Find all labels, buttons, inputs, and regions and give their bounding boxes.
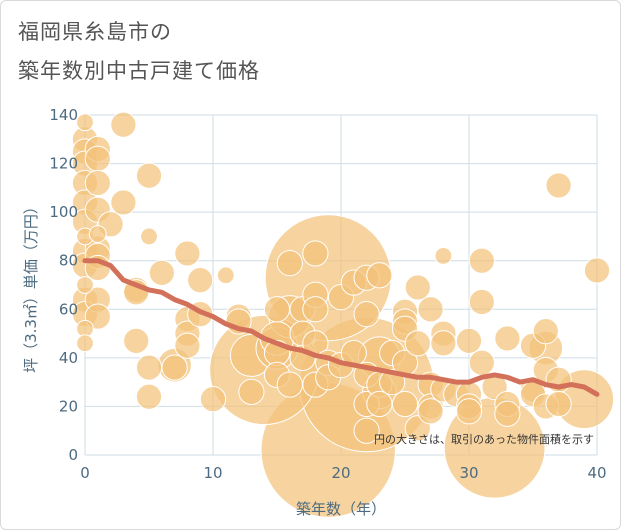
bubble-point bbox=[135, 383, 163, 410]
bubble-point bbox=[263, 296, 291, 323]
y-tick-label: 100 bbox=[49, 203, 78, 221]
bubble-point bbox=[199, 386, 227, 413]
x-tick-label: 10 bbox=[203, 464, 222, 482]
x-axis-label: 築年数（年） bbox=[296, 500, 386, 518]
y-tick-label: 20 bbox=[59, 397, 78, 415]
bubble-point bbox=[468, 349, 495, 376]
y-tick-label: 140 bbox=[49, 106, 78, 124]
x-tick-label: 0 bbox=[80, 464, 90, 482]
bubble-point bbox=[135, 354, 163, 381]
y-tick-label: 120 bbox=[49, 155, 78, 173]
bubble-point bbox=[455, 327, 483, 354]
y-tick-label: 0 bbox=[68, 446, 78, 464]
bubble-point bbox=[302, 296, 329, 323]
bubble-point bbox=[353, 417, 380, 444]
x-tick-label: 40 bbox=[587, 464, 606, 482]
bubble-point bbox=[110, 189, 137, 216]
bubble-point bbox=[468, 247, 495, 274]
bubble-point bbox=[545, 172, 572, 199]
bubble-point bbox=[366, 390, 393, 418]
bubble-point bbox=[84, 145, 111, 172]
bubble-point bbox=[532, 318, 559, 345]
bubble-point bbox=[174, 332, 201, 359]
trend-line bbox=[82, 258, 600, 397]
x-tick-label: 20 bbox=[331, 464, 350, 482]
bubble-point bbox=[238, 378, 265, 405]
bubble-point bbox=[583, 257, 611, 284]
bubble-point bbox=[545, 390, 572, 418]
bubble-point bbox=[434, 246, 453, 265]
bubble-point bbox=[391, 390, 419, 418]
bubble-point bbox=[494, 325, 521, 352]
bubble-point bbox=[216, 266, 235, 285]
bubble-point bbox=[353, 301, 380, 328]
bubble-point bbox=[140, 227, 158, 246]
bubble-size-note: 円の大きさは、取引のあった物件面積を示す bbox=[374, 432, 594, 446]
bubble-point bbox=[430, 330, 457, 357]
chart-title-line2: 築年数別中古戸建て価格 bbox=[18, 59, 260, 83]
bubble-series bbox=[71, 111, 615, 518]
bubble-point bbox=[76, 334, 94, 353]
bubble-point bbox=[417, 398, 444, 425]
y-tick-label: 80 bbox=[59, 252, 78, 270]
bubble-point bbox=[404, 274, 431, 301]
x-tick-label: 30 bbox=[459, 464, 478, 482]
bubble-point bbox=[148, 259, 175, 286]
bubble-point bbox=[110, 111, 137, 138]
y-tick-labels: 0 20 40 60 80 100 120 140 bbox=[49, 106, 78, 464]
bubble-point bbox=[187, 267, 214, 294]
bubble-point bbox=[135, 162, 163, 189]
bubble-point bbox=[404, 330, 431, 357]
y-tick-label: 40 bbox=[59, 349, 78, 367]
bubble-point bbox=[276, 250, 303, 277]
bubble-point bbox=[417, 296, 444, 323]
bubble-point bbox=[276, 371, 303, 398]
bubble-point bbox=[366, 262, 393, 289]
chart-title-line1: 福岡県糸島市の bbox=[18, 20, 172, 44]
bubble-point bbox=[123, 327, 150, 354]
bubble-point bbox=[174, 240, 201, 267]
bubble-point bbox=[88, 225, 107, 243]
bubble-point bbox=[468, 288, 495, 316]
bubble-point bbox=[302, 240, 329, 267]
bubble-point bbox=[455, 398, 483, 425]
x-tick-labels: 0 10 20 30 40 bbox=[80, 464, 606, 482]
bubble-point bbox=[76, 276, 94, 294]
bubble-point bbox=[76, 113, 94, 132]
y-tick-label: 60 bbox=[59, 300, 78, 318]
bubble-point bbox=[84, 169, 111, 197]
y-axis-label: 坪（3.3㎡）単価（万円） bbox=[22, 199, 40, 373]
bubble-point bbox=[494, 400, 521, 427]
bubble-point bbox=[161, 354, 188, 381]
